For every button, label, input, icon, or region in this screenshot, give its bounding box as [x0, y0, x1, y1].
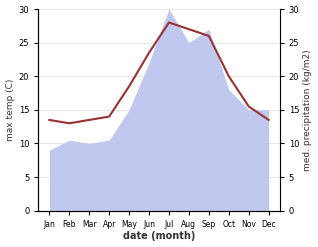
Y-axis label: med. precipitation (kg/m2): med. precipitation (kg/m2): [303, 49, 313, 171]
X-axis label: date (month): date (month): [123, 231, 195, 242]
Y-axis label: max temp (C): max temp (C): [5, 79, 15, 141]
